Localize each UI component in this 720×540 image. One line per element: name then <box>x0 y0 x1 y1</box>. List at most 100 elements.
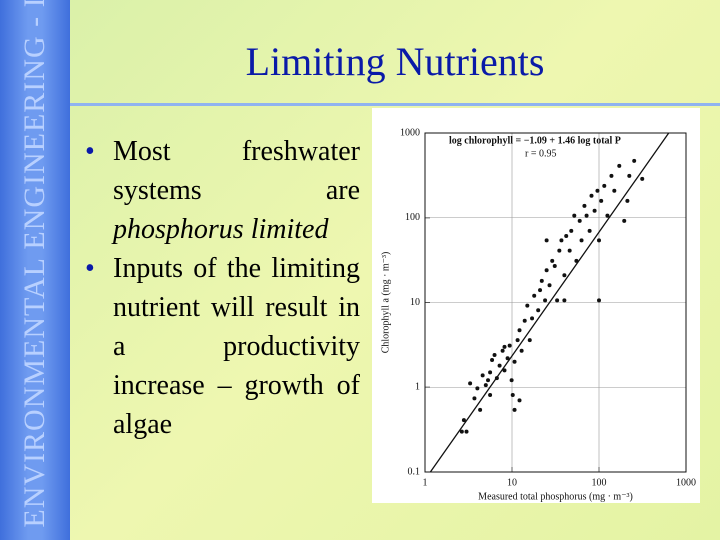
data-point <box>555 298 560 303</box>
x-tick-label: 100 <box>592 477 607 488</box>
data-point <box>519 348 524 353</box>
data-point <box>475 386 480 391</box>
data-point <box>612 188 617 193</box>
data-point <box>539 278 544 283</box>
data-point <box>502 344 507 349</box>
data-point <box>543 298 548 303</box>
data-point <box>538 288 543 293</box>
data-point <box>574 258 579 263</box>
data-point <box>512 407 517 412</box>
x-tick-label: 1000 <box>676 477 696 488</box>
data-point <box>547 283 552 288</box>
data-point <box>515 338 520 343</box>
data-point <box>461 418 466 423</box>
data-point <box>609 173 614 178</box>
sidebar: ENVIRONMENTAL ENGINEERING - I <box>0 0 70 540</box>
x-tick-label: 1 <box>423 477 428 488</box>
data-point <box>522 318 527 323</box>
x-axis-label: Measured total phosphorus (mg · m⁻³) <box>478 491 633 502</box>
data-point <box>464 429 469 434</box>
data-point <box>532 293 537 298</box>
data-point <box>512 359 517 364</box>
y-tick-label: 1 <box>415 382 420 393</box>
data-point <box>595 188 600 193</box>
data-point <box>597 238 601 243</box>
y-tick-label: 0.1 <box>408 466 421 477</box>
data-point <box>599 198 604 203</box>
data-point <box>622 218 627 223</box>
data-point <box>632 158 637 163</box>
data-point <box>627 173 632 178</box>
data-point <box>517 328 522 333</box>
data-point <box>640 176 645 181</box>
data-point <box>567 248 572 253</box>
data-point <box>502 368 507 373</box>
data-point <box>544 268 549 273</box>
data-point <box>510 393 515 398</box>
slide-title: Limiting Nutrients <box>245 39 545 84</box>
data-point <box>602 183 607 188</box>
data-point <box>617 163 622 168</box>
data-point <box>582 203 587 208</box>
data-point <box>550 258 555 263</box>
data-point <box>494 376 499 381</box>
data-point <box>530 316 535 321</box>
data-point <box>587 228 592 233</box>
data-point <box>562 273 567 278</box>
data-point <box>605 213 610 218</box>
data-point <box>497 363 502 368</box>
data-point <box>572 213 577 218</box>
data-point <box>592 208 597 213</box>
bullet: Inputs of the limiting nutrient will res… <box>85 249 360 444</box>
data-point <box>527 338 532 343</box>
data-point <box>564 233 569 238</box>
sidebar-text: ENVIRONMENTAL ENGINEERING - I <box>18 0 51 528</box>
data-point <box>525 303 530 308</box>
data-point <box>559 238 564 243</box>
plot-frame <box>424 132 687 473</box>
title-rule <box>70 103 720 106</box>
data-point <box>500 348 505 353</box>
data-point <box>492 353 497 358</box>
bullet-emphasis: phosphorus limited <box>113 214 329 245</box>
data-point <box>584 213 589 218</box>
bullet-text: Inputs of the limiting nutrient will res… <box>113 253 360 440</box>
data-point <box>483 383 488 388</box>
annotation: r = 0.95 <box>525 148 556 159</box>
y-axis-label: Chlorophyll a (mg · m⁻³) <box>380 252 391 354</box>
data-point <box>569 228 574 233</box>
data-point <box>536 308 541 313</box>
data-point <box>478 407 483 412</box>
data-point <box>557 248 562 253</box>
bullet: Most freshwater systems are phosphorus l… <box>85 132 360 249</box>
data-point <box>517 398 522 403</box>
data-point <box>488 393 493 398</box>
fit-line <box>429 133 670 472</box>
data-point <box>488 370 493 375</box>
data-point <box>480 373 485 378</box>
data-point <box>509 378 514 383</box>
data-point <box>562 298 567 303</box>
y-tick-label: 1000 <box>400 127 420 138</box>
data-point <box>486 378 491 383</box>
data-point <box>579 238 584 243</box>
annotation: log chlorophyll = −1.09 + 1.46 log total… <box>449 135 621 146</box>
data-point <box>472 396 477 401</box>
data-point <box>552 263 557 268</box>
data-point <box>459 429 464 434</box>
data-point <box>505 356 510 361</box>
data-point <box>490 357 495 362</box>
data-point <box>507 343 512 348</box>
bullet-text: Most freshwater systems are <box>113 136 360 206</box>
data-point <box>625 198 630 203</box>
bullet-list: Most freshwater systems are phosphorus l… <box>85 132 360 444</box>
data-point <box>544 238 549 243</box>
data-point <box>577 218 582 223</box>
data-point <box>597 298 601 303</box>
y-tick-label: 10 <box>410 297 420 308</box>
data-point <box>468 381 473 386</box>
data-point <box>589 193 594 198</box>
y-tick-label: 100 <box>405 212 420 223</box>
